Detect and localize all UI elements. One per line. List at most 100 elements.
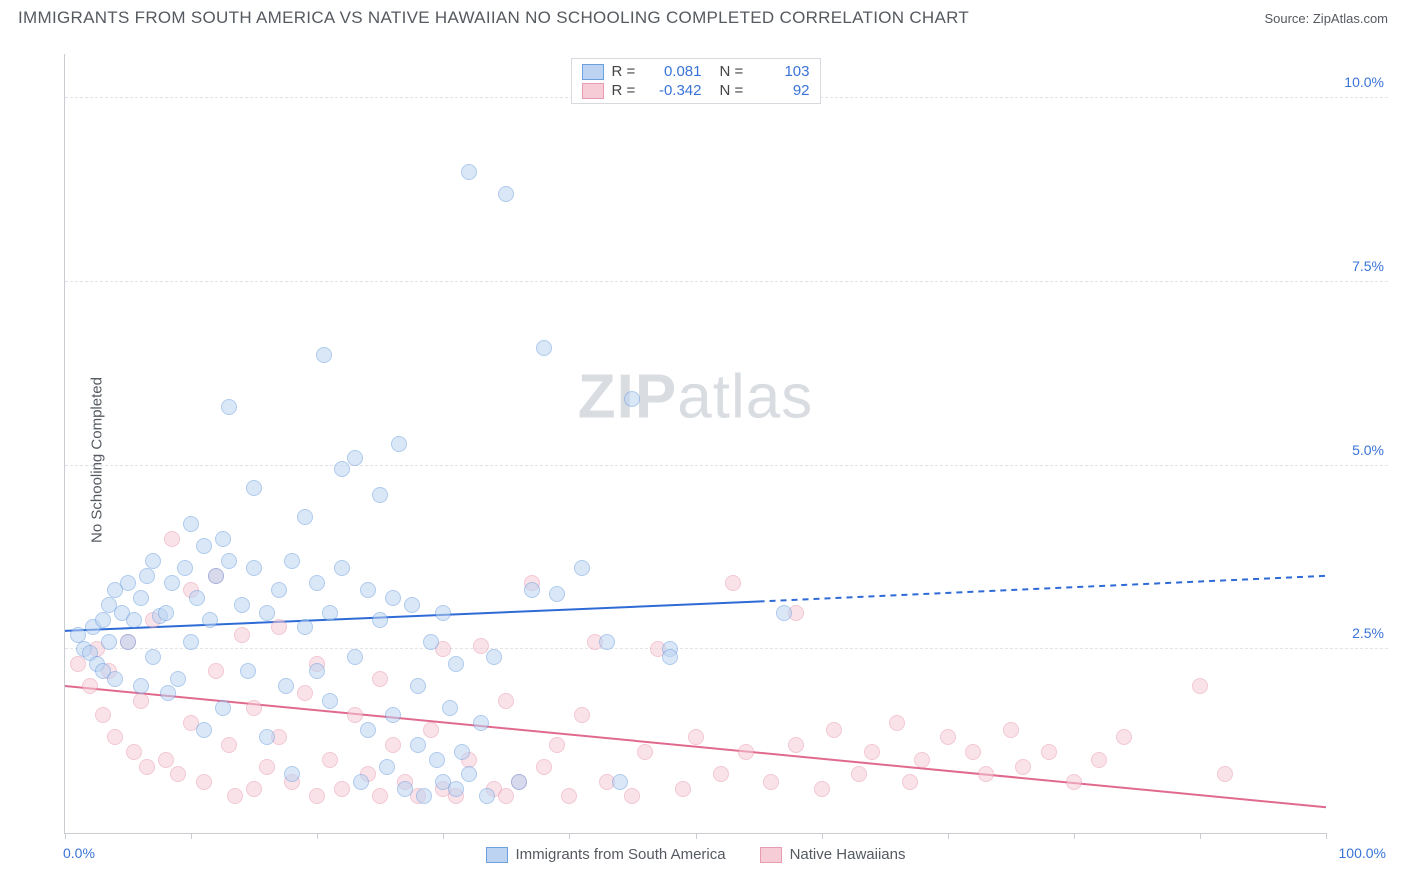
data-point-a [347, 450, 363, 466]
data-point-b [221, 737, 237, 753]
data-point-a [196, 538, 212, 554]
data-point-a [246, 480, 262, 496]
data-point-a [196, 722, 212, 738]
y-tick-label: 2.5% [1352, 625, 1384, 641]
data-point-b [738, 744, 754, 760]
data-point-b [385, 737, 401, 753]
data-point-b [372, 788, 388, 804]
data-point-a [776, 605, 792, 621]
data-point-a [177, 560, 193, 576]
data-point-b [1015, 759, 1031, 775]
data-point-a [221, 399, 237, 415]
data-point-b [227, 788, 243, 804]
data-point-b [259, 759, 275, 775]
data-point-b [1116, 729, 1132, 745]
swatch-series-a [582, 64, 604, 80]
data-point-a [442, 700, 458, 716]
y-tick-label: 5.0% [1352, 442, 1384, 458]
legend-stats: R = 0.081 N = 103 R = -0.342 N = 92 [571, 58, 821, 104]
data-point-a [397, 781, 413, 797]
data-point-a [574, 560, 590, 576]
data-point-a [183, 516, 199, 532]
legend-item-a: Immigrants from South America [486, 846, 726, 863]
data-point-a [202, 612, 218, 628]
data-point-b [170, 766, 186, 782]
r-value-b: -0.342 [648, 82, 702, 99]
data-point-a [139, 568, 155, 584]
data-point-b [965, 744, 981, 760]
n-value-a: 103 [756, 63, 810, 80]
data-point-a [473, 715, 489, 731]
data-point-b [334, 781, 350, 797]
data-point-a [461, 164, 477, 180]
data-point-b [347, 707, 363, 723]
data-point-b [246, 700, 262, 716]
chart-container: No Schooling Completed ZIPatlas R = 0.08… [18, 38, 1388, 882]
source-attribution: Source: ZipAtlas.com [1264, 11, 1388, 26]
data-point-a [347, 649, 363, 665]
data-point-b [372, 671, 388, 687]
data-point-a [189, 590, 205, 606]
y-tick-label: 10.0% [1344, 74, 1384, 90]
data-point-b [271, 619, 287, 635]
data-point-a [385, 590, 401, 606]
chart-title: IMMIGRANTS FROM SOUTH AMERICA VS NATIVE … [18, 8, 969, 28]
data-point-a [133, 590, 149, 606]
watermark: ZIPatlas [578, 361, 813, 432]
data-point-a [536, 340, 552, 356]
data-point-b [498, 693, 514, 709]
trend-lines [65, 54, 1326, 833]
x-tick [822, 833, 823, 839]
data-point-a [461, 766, 477, 782]
data-point-a [410, 678, 426, 694]
data-point-b [208, 663, 224, 679]
data-point-a [624, 391, 640, 407]
data-point-b [788, 737, 804, 753]
data-point-b [309, 788, 325, 804]
data-point-a [158, 605, 174, 621]
data-point-a [259, 605, 275, 621]
data-point-a [107, 671, 123, 687]
data-point-a [599, 634, 615, 650]
r-value-a: 0.081 [648, 63, 702, 80]
data-point-a [145, 649, 161, 665]
data-point-b [1066, 774, 1082, 790]
data-point-b [234, 627, 250, 643]
data-point-b [978, 766, 994, 782]
data-point-b [164, 531, 180, 547]
data-point-a [410, 737, 426, 753]
data-point-b [851, 766, 867, 782]
x-tick [1200, 833, 1201, 839]
data-point-b [713, 766, 729, 782]
data-point-a [360, 582, 376, 598]
data-point-a [322, 693, 338, 709]
data-point-a [309, 575, 325, 591]
data-point-a [160, 685, 176, 701]
data-point-a [334, 560, 350, 576]
data-point-b [763, 774, 779, 790]
data-point-b [82, 678, 98, 694]
data-point-b [423, 722, 439, 738]
data-point-a [208, 568, 224, 584]
data-point-a [215, 531, 231, 547]
data-point-a [297, 619, 313, 635]
data-point-b [637, 744, 653, 760]
data-point-b [498, 788, 514, 804]
data-point-a [259, 729, 275, 745]
data-point-a [246, 560, 262, 576]
data-point-a [70, 627, 86, 643]
data-point-a [234, 597, 250, 613]
data-point-a [183, 634, 199, 650]
x-tick [1074, 833, 1075, 839]
data-point-b [814, 781, 830, 797]
data-point-a [379, 759, 395, 775]
data-point-b [889, 715, 905, 731]
data-point-a [385, 707, 401, 723]
n-value-b: 92 [756, 82, 810, 99]
data-point-b [133, 693, 149, 709]
data-point-b [536, 759, 552, 775]
data-point-b [864, 744, 880, 760]
data-point-a [95, 612, 111, 628]
data-point-b [725, 575, 741, 591]
data-point-a [284, 766, 300, 782]
